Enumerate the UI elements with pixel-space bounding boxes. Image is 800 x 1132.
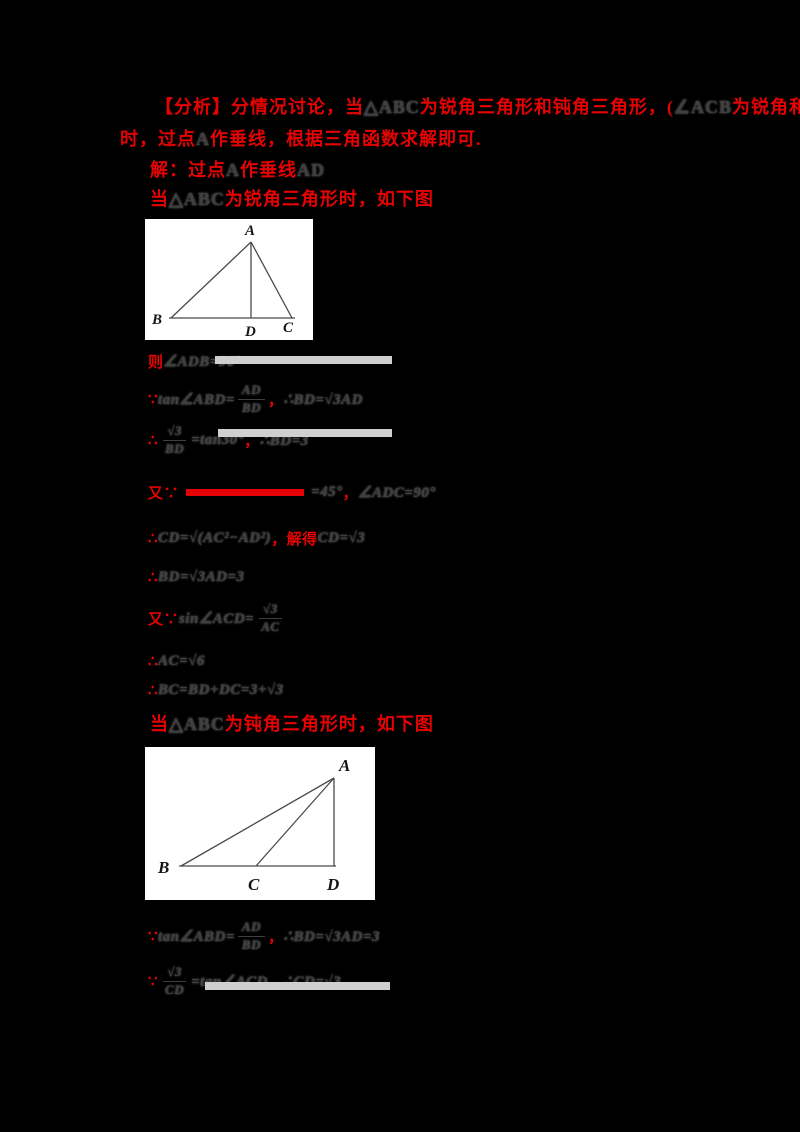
figure-acute-triangle: A B D C bbox=[145, 219, 313, 340]
comma: ， bbox=[342, 486, 359, 502]
math-expression: AC=√6 bbox=[158, 653, 205, 669]
math-line-9: ∴ BC=BD+DC=3+√3 bbox=[148, 681, 284, 700]
math-line-10: ∵ tan∠ABD= AD BD ， ∴BD=√3AD=3 bbox=[148, 919, 381, 953]
connective: 则 bbox=[148, 355, 164, 371]
fraction-sqrt3-cd: √3 CD bbox=[161, 964, 188, 998]
math-expression: ∠ADC=90° bbox=[358, 485, 436, 501]
comma: ， bbox=[267, 929, 284, 946]
solution-line: 解：过点 A 作垂线 AD bbox=[150, 160, 325, 182]
vertex-label-a: A bbox=[338, 756, 350, 775]
analysis-text: 为锐角三角形和钝角三角形，( bbox=[419, 97, 674, 117]
connective: ∴ bbox=[148, 531, 159, 547]
math-expression: BD=√3AD=3 bbox=[158, 569, 245, 585]
highlight-bar-1 bbox=[215, 356, 392, 364]
math-expression: tan∠ABD= bbox=[158, 928, 235, 945]
vertex-label-b: B bbox=[151, 312, 162, 328]
fraction-ad-bd: AD BD bbox=[237, 382, 265, 416]
connective: ∴ bbox=[148, 570, 159, 586]
analysis-line-1: 【分析】分情况讨论，当 △ABC 为锐角三角形和钝角三角形，( ∠ACB 为锐角… bbox=[155, 97, 800, 119]
fraction-denominator: BD bbox=[165, 440, 185, 456]
vertex-label-d: D bbox=[244, 324, 256, 340]
math-term-ad: AD bbox=[297, 160, 325, 180]
case-text: 当 bbox=[150, 189, 169, 209]
case-acute-heading: 当 △ABC 为锐角三角形时，如下图 bbox=[150, 189, 434, 211]
obtuse-triangle-drawing: A B C D bbox=[157, 756, 350, 894]
math-line-8: ∴ AC=√6 bbox=[148, 652, 205, 671]
case-text: 为钝角三角形时，如下图 bbox=[224, 714, 434, 734]
emphasis-word: 解得 bbox=[286, 532, 318, 548]
fraction-denominator: BD bbox=[241, 399, 261, 415]
figure-obtuse-triangle: A B C D bbox=[145, 747, 375, 900]
math-term-angle-acb: ∠ACB bbox=[673, 97, 732, 117]
fraction-numerator: √3 bbox=[163, 964, 186, 982]
vertex-label-c: C bbox=[283, 320, 294, 336]
vertex-label-b: B bbox=[157, 858, 169, 877]
comma: ， bbox=[271, 532, 287, 548]
math-expression: CD=√3 bbox=[317, 530, 366, 546]
fraction-numerator: √3 bbox=[163, 423, 186, 441]
math-expression: BC=BD+DC=3+√3 bbox=[158, 682, 284, 698]
connective: ∵ bbox=[148, 391, 159, 408]
comma: ， bbox=[267, 392, 284, 409]
analysis-line-2: 时，过点 A 作垂线，根据三角函数求解即可. bbox=[120, 129, 482, 151]
fraction-ad-bd: AD BD bbox=[237, 919, 265, 953]
vertex-label-a: A bbox=[244, 223, 255, 239]
analysis-text: 为锐角和钝角) bbox=[732, 97, 800, 117]
math-line-7: 又∵ sin∠ACD= √3 AC bbox=[148, 601, 287, 635]
analysis-text: 作垂线，根据三角函数求解即可. bbox=[210, 129, 482, 149]
math-expression: CD=√(AC²−AD²) bbox=[158, 530, 272, 546]
connective: ∵ bbox=[148, 928, 159, 945]
math-term-triangle-abc: △ABC bbox=[169, 714, 225, 734]
analysis-text: 【分析】分情况讨论，当 bbox=[155, 97, 364, 117]
highlight-bar-3 bbox=[205, 982, 390, 990]
redacted-expression-bar bbox=[186, 489, 305, 496]
connective: ∴ bbox=[148, 683, 159, 699]
math-line-4: 又∵ =45° ， ∠ADC=90° bbox=[148, 482, 436, 503]
fraction-sqrt3-ac: √3 AC bbox=[257, 601, 283, 635]
math-expression: tan∠ABD= bbox=[158, 391, 235, 408]
math-term-triangle-abc: △ABC bbox=[364, 97, 420, 117]
connective: 又∵ bbox=[148, 611, 180, 628]
case-text: 为锐角三角形时，如下图 bbox=[224, 189, 434, 209]
solution-text: 作垂线 bbox=[240, 160, 297, 180]
connective: ∵ bbox=[148, 973, 159, 990]
analysis-text: 时，过点 bbox=[120, 129, 196, 149]
math-term-triangle-abc: △ABC bbox=[169, 189, 225, 209]
math-line-5: ∴ CD=√(AC²−AD²) ， 解得 CD=√3 bbox=[148, 528, 365, 549]
case-obtuse-heading: 当 △ABC 为钝角三角形时，如下图 bbox=[150, 714, 434, 736]
solution-text: 解：过点 bbox=[150, 160, 226, 180]
math-expression: ∴BD=√3AD=3 bbox=[283, 928, 381, 945]
fraction-sqrt3-bd: √3 BD bbox=[161, 423, 188, 457]
case-text: 当 bbox=[150, 714, 169, 734]
math-line-6: ∴ BD=√3AD=3 bbox=[148, 568, 245, 587]
vertex-label-c: C bbox=[248, 875, 260, 894]
math-term-point-a: A bbox=[196, 129, 210, 149]
fraction-denominator: BD bbox=[241, 936, 261, 952]
math-expression: sin∠ACD= bbox=[179, 610, 255, 627]
acute-triangle-drawing: A B D C bbox=[151, 223, 295, 340]
fraction-numerator: AD bbox=[237, 382, 265, 400]
connective: ∴ bbox=[148, 654, 159, 670]
fraction-denominator: AC bbox=[261, 618, 280, 634]
fraction-denominator: CD bbox=[165, 981, 185, 997]
math-expression: =45° bbox=[311, 484, 343, 500]
fraction-numerator: AD bbox=[237, 919, 265, 937]
math-term-point-a: A bbox=[226, 160, 240, 180]
comma: ， bbox=[244, 433, 260, 450]
connective: ∴ bbox=[148, 432, 159, 449]
math-line-2: ∵ tan∠ABD= AD BD ， ∴BD=√3AD bbox=[148, 382, 363, 416]
fraction-numerator: √3 bbox=[259, 601, 282, 619]
highlight-bar-2 bbox=[218, 429, 392, 437]
math-expression: ∴BD=√3AD bbox=[283, 391, 363, 408]
connective: 又∵ bbox=[148, 486, 180, 502]
vertex-label-d: D bbox=[326, 875, 339, 894]
